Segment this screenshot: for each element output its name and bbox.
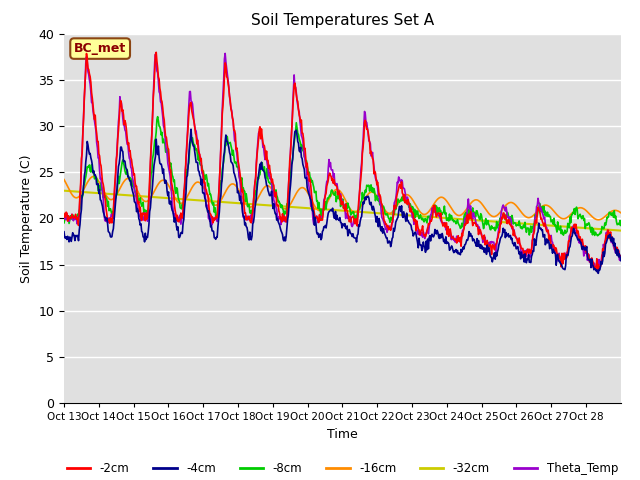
Line: -16cm: -16cm	[64, 177, 621, 220]
-2cm	[256, 124, 264, 130]
-4cm	[256, 161, 264, 167]
-4cm	[617, 258, 625, 264]
Line: -4cm: -4cm	[64, 129, 621, 273]
Legend: -2cm, -4cm, -8cm, -16cm, -32cm, Theta_Temp: -2cm, -4cm, -8cm, -16cm, -32cm, Theta_Te…	[62, 457, 623, 480]
-2cm	[617, 253, 625, 259]
-16cm	[126, 176, 134, 182]
-2cm	[152, 49, 160, 55]
-16cm	[595, 217, 602, 223]
-2cm	[228, 115, 236, 120]
Theta_Temp	[228, 115, 236, 120]
-32cm	[431, 215, 439, 220]
Theta_Temp	[593, 266, 601, 272]
-16cm	[432, 199, 440, 204]
Theta_Temp	[617, 256, 625, 262]
-32cm	[276, 204, 284, 209]
-8cm	[125, 176, 133, 182]
-2cm	[60, 211, 68, 216]
-2cm	[594, 269, 602, 275]
-8cm	[617, 223, 625, 228]
-4cm	[228, 160, 236, 166]
-2cm	[401, 192, 408, 198]
Line: -8cm: -8cm	[64, 117, 621, 236]
-8cm	[401, 199, 408, 204]
Line: -2cm: -2cm	[64, 52, 621, 272]
-2cm	[432, 211, 440, 217]
-4cm	[401, 212, 408, 218]
-4cm	[60, 229, 68, 235]
-32cm	[60, 188, 68, 193]
-16cm	[60, 177, 68, 182]
-4cm	[188, 126, 195, 132]
Theta_Temp	[125, 156, 133, 161]
-2cm	[277, 215, 285, 220]
-32cm	[125, 192, 133, 198]
-8cm	[60, 220, 68, 226]
-8cm	[256, 172, 264, 178]
Theta_Temp	[401, 186, 408, 192]
-32cm	[255, 202, 263, 207]
Title: Soil Temperatures Set A: Soil Temperatures Set A	[251, 13, 434, 28]
-32cm	[228, 200, 236, 205]
Line: Theta_Temp: Theta_Temp	[64, 53, 621, 269]
-2cm	[125, 148, 133, 154]
Theta_Temp	[221, 50, 229, 56]
Line: -32cm: -32cm	[64, 191, 621, 230]
-16cm	[90, 174, 98, 180]
-4cm	[595, 270, 602, 276]
-8cm	[228, 152, 236, 158]
Y-axis label: Soil Temperature (C): Soil Temperature (C)	[20, 154, 33, 283]
-8cm	[432, 209, 440, 215]
-8cm	[277, 204, 285, 210]
-16cm	[256, 192, 264, 197]
-16cm	[401, 192, 408, 198]
-32cm	[400, 212, 408, 218]
-4cm	[125, 177, 133, 182]
Theta_Temp	[277, 222, 285, 228]
-4cm	[277, 228, 285, 234]
Text: BC_met: BC_met	[74, 42, 126, 55]
-32cm	[617, 228, 625, 233]
-8cm	[594, 233, 602, 239]
-16cm	[228, 181, 236, 187]
-4cm	[432, 229, 440, 235]
-16cm	[617, 210, 625, 216]
-16cm	[277, 203, 285, 209]
-8cm	[154, 114, 161, 120]
Theta_Temp	[256, 130, 264, 135]
Theta_Temp	[432, 210, 440, 216]
Theta_Temp	[60, 214, 68, 220]
X-axis label: Time: Time	[327, 428, 358, 441]
